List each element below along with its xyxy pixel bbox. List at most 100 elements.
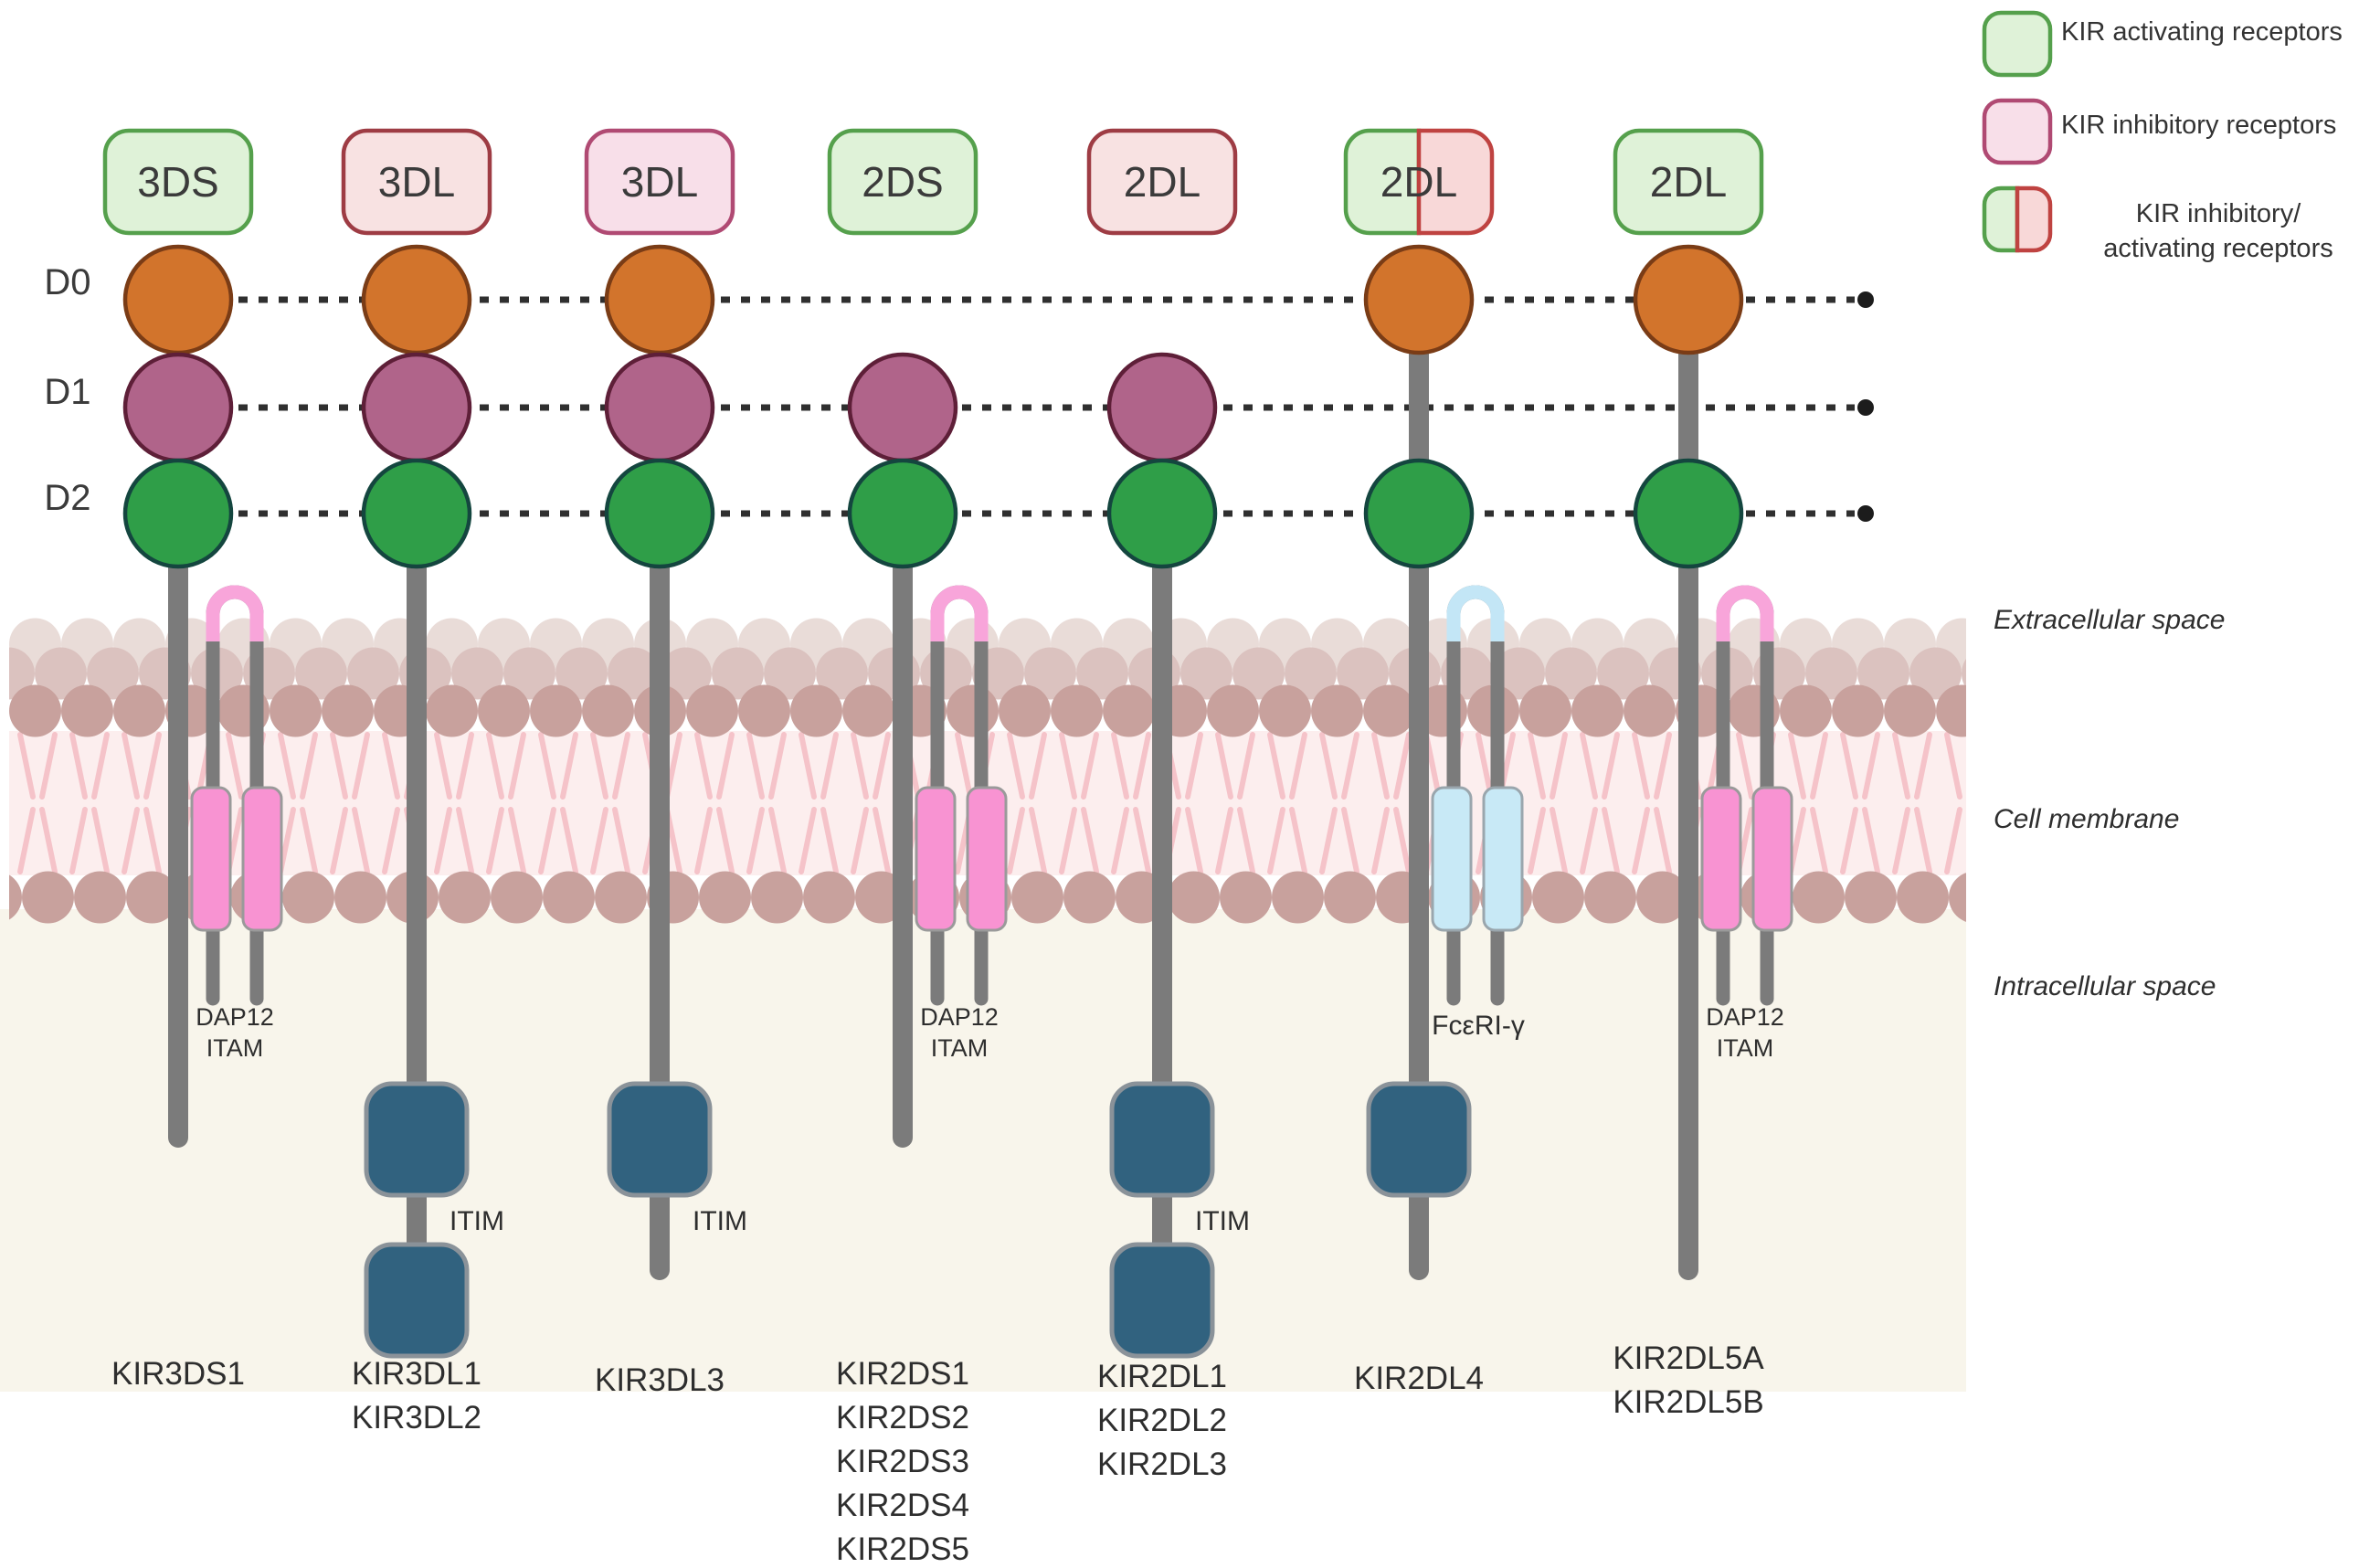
adapter-label: FcεRI-γ bbox=[1432, 1011, 1525, 1041]
dap12-tm-box bbox=[915, 786, 957, 932]
d2-line-end-dot bbox=[1857, 505, 1874, 522]
dap12-loop-arc bbox=[1716, 585, 1774, 641]
receptor-name: KIR2DL2 bbox=[1097, 1403, 1227, 1438]
badge-label: 3DL bbox=[378, 158, 455, 206]
receptor-name: KIR3DS1 bbox=[111, 1356, 245, 1392]
receptor-name: KIR2DS2 bbox=[836, 1400, 969, 1436]
receptor-kir2ds-group: 2DS DAP12 ITAM KIR2DS1 KIR2DS2 KIR2DS3 K… bbox=[827, 128, 1008, 1567]
adapter-label: DAP12 bbox=[1706, 1003, 1784, 1031]
badge-label: 2DL bbox=[1380, 158, 1457, 206]
d1-domain-circle bbox=[1106, 352, 1218, 463]
fceri-loop-arc bbox=[1446, 585, 1505, 641]
dap12-tm-box bbox=[1751, 786, 1793, 932]
d1-line-end-dot bbox=[1857, 399, 1874, 416]
receptor-name: KIR2DS5 bbox=[836, 1531, 969, 1567]
itim-domain-box bbox=[607, 1081, 713, 1198]
d0-row-label: D0 bbox=[44, 262, 90, 302]
legend-label-split-line2: activating receptors bbox=[2103, 234, 2332, 263]
adapter-label: DAP12 bbox=[196, 1003, 274, 1031]
d1-domain-circle bbox=[847, 352, 958, 463]
d1-domain-circle bbox=[361, 352, 472, 463]
receptor-name: KIR2DL1 bbox=[1097, 1359, 1227, 1394]
badge-label: 2DL bbox=[1124, 158, 1201, 206]
badge-label: 3DL bbox=[621, 158, 698, 206]
d2-domain-circle bbox=[361, 458, 472, 569]
d0-domain-circle bbox=[604, 244, 715, 355]
receptor-type-badge bbox=[827, 128, 978, 236]
dap12-loop-arc bbox=[930, 585, 989, 641]
d0-domain-circle bbox=[1363, 244, 1475, 355]
receptor-name: KIR2DL5B bbox=[1613, 1384, 1763, 1420]
receptor-kir2dl5: 2DL DAP12 ITAM KIR2DL5A KIR2DL5B bbox=[1613, 128, 1793, 1420]
itim-label: ITIM bbox=[1195, 1206, 1250, 1236]
legend: KIR activating receptors KIR inhibitory … bbox=[1982, 10, 2343, 263]
itim-label: ITIM bbox=[693, 1206, 747, 1236]
receptor-type-badge-left-half bbox=[1343, 128, 1422, 236]
d2-domain-circle bbox=[1106, 458, 1218, 569]
domain-guide-lines bbox=[178, 291, 1874, 522]
d2-domain-circle bbox=[122, 458, 234, 569]
badge-label: 2DL bbox=[1650, 158, 1727, 206]
receptor-name: KIR3DL2 bbox=[352, 1400, 481, 1436]
receptor-kir3ds1: 3DS DAP12 ITAM KIR3DS1 bbox=[102, 128, 283, 1392]
receptor-name: KIR2DS4 bbox=[836, 1488, 969, 1523]
itim-label: ITIM bbox=[450, 1206, 504, 1236]
d2-domain-circle bbox=[604, 458, 715, 569]
fceri-tm-box bbox=[1431, 786, 1473, 932]
receptor-kir2dl4: 2DL FcεRI-γ KIR2DL4 bbox=[1343, 128, 1525, 1396]
receptor-type-badge bbox=[102, 128, 254, 236]
receptor-name: KIR3DL3 bbox=[595, 1362, 725, 1398]
badge-label: 2DS bbox=[862, 158, 943, 206]
receptor-type-badge bbox=[1613, 128, 1764, 236]
domain-row-labels: D0 D1 D2 bbox=[44, 262, 90, 518]
receptor-name: KIR2DL5A bbox=[1613, 1340, 1764, 1376]
itim-domain-box bbox=[364, 1081, 470, 1198]
dap12-tm-box bbox=[241, 786, 283, 932]
dap12-loop-arc bbox=[206, 585, 264, 641]
receptor-type-badge bbox=[341, 128, 492, 236]
extracellular-space-label: Extracellular space bbox=[1994, 605, 2225, 635]
legend-label-activating: KIR activating receptors bbox=[2061, 17, 2343, 47]
d2-domain-circle bbox=[1363, 458, 1475, 569]
dap12-tm-box bbox=[1700, 786, 1742, 932]
itim-domain-box bbox=[1109, 1242, 1215, 1359]
receptor-type-badge bbox=[1086, 128, 1238, 236]
cell-membrane-label: Cell membrane bbox=[1994, 804, 2179, 834]
receptor-name: KIR2DL3 bbox=[1097, 1446, 1227, 1482]
itim-domain-box bbox=[1109, 1081, 1215, 1198]
legend-label-split-line1: KIR inhibitory/ bbox=[2136, 199, 2301, 228]
receptor-name: KIR2DS1 bbox=[836, 1356, 969, 1392]
adapter-label: DAP12 bbox=[920, 1003, 999, 1031]
receptor-kir3dl3: 3DL ITIM KIR3DL3 bbox=[584, 128, 747, 1398]
d2-domain-circle bbox=[847, 458, 958, 569]
legend-swatch-activating bbox=[1982, 10, 2053, 78]
d2-row-label: D2 bbox=[44, 478, 90, 518]
receptor-type-badge-right-half bbox=[1416, 128, 1495, 236]
d1-row-label: D1 bbox=[44, 372, 90, 412]
legend-swatch-split-left bbox=[1982, 185, 2020, 253]
legend-swatch-inhibitory bbox=[1982, 98, 2053, 165]
receptor-type-badge bbox=[584, 128, 735, 236]
d1-domain-circle bbox=[604, 352, 715, 463]
badge-label: 3DS bbox=[137, 158, 218, 206]
region-labels: Extracellular space Cell membrane Intrac… bbox=[1994, 605, 2225, 1001]
d0-domain-circle bbox=[122, 244, 234, 355]
receptor-kir3dl1-kir3dl2: 3DL ITIM KIR3DL1 KIR3DL2 bbox=[341, 128, 504, 1436]
d0-domain-circle bbox=[1633, 244, 1744, 355]
dap12-tm-box bbox=[190, 786, 232, 932]
receptor-name: KIR2DL4 bbox=[1354, 1361, 1484, 1396]
receptor-name: KIR3DL1 bbox=[352, 1356, 481, 1392]
adapter-label: ITAM bbox=[206, 1034, 264, 1062]
d0-domain-circle bbox=[361, 244, 472, 355]
dap12-tm-box bbox=[966, 786, 1008, 932]
fceri-tm-box bbox=[1482, 786, 1524, 932]
d0-line-end-dot bbox=[1857, 291, 1874, 308]
legend-swatch-split-right bbox=[2015, 185, 2053, 253]
itim-domain-box bbox=[1366, 1081, 1472, 1198]
itim-domain-box bbox=[364, 1242, 470, 1359]
adapter-label: ITAM bbox=[1717, 1034, 1774, 1062]
d1-domain-circle bbox=[122, 352, 234, 463]
intracellular-space-label: Intracellular space bbox=[1994, 971, 2216, 1001]
receptor-kir2dl1-3: 2DL ITIM KIR2DL1 KIR2DL2 KIR2DL3 bbox=[1086, 128, 1250, 1482]
